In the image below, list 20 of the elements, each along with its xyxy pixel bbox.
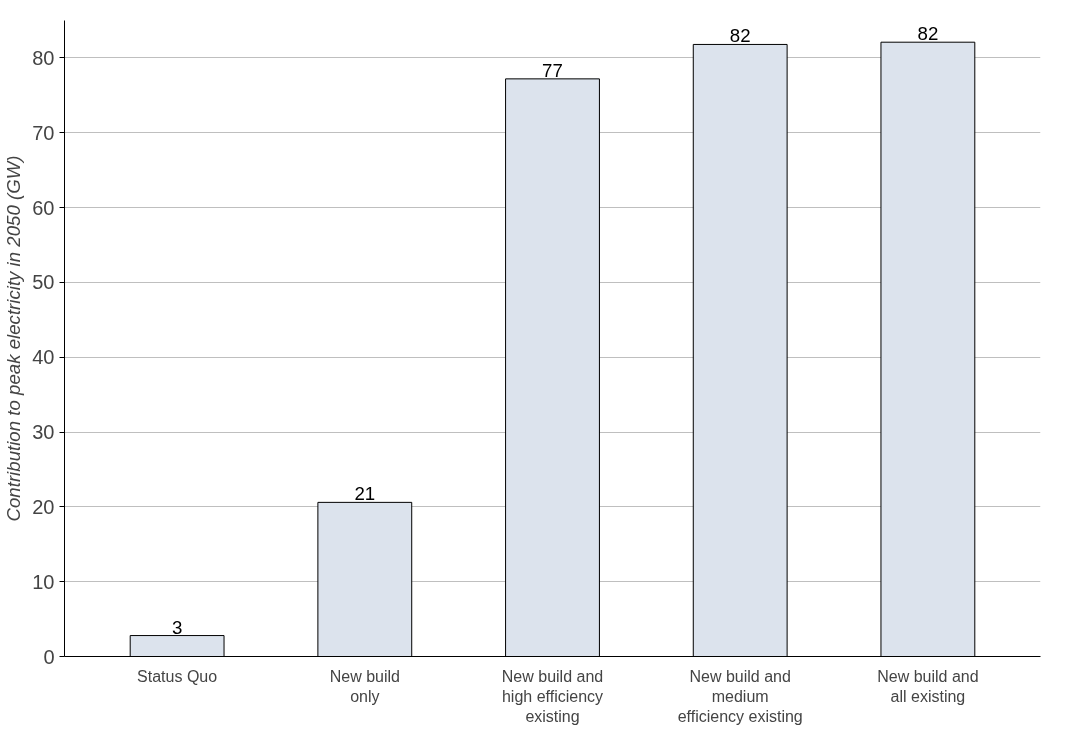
- x-tick-label: New build only: [329, 667, 400, 705]
- data-label: 3: [171, 616, 183, 638]
- x-tick-label: New build and medium efficiency existing: [677, 667, 803, 726]
- data-label: 82: [917, 23, 939, 45]
- y-tick-label: 0: [43, 645, 55, 668]
- data-label: 82: [729, 25, 751, 47]
- y-tick-label: 60: [32, 196, 55, 219]
- y-tick-label: 10: [32, 570, 55, 593]
- y-tick-label: 30: [32, 421, 55, 444]
- x-tick-label: New build and all existing: [877, 667, 979, 705]
- y-tick-label: 40: [32, 346, 55, 369]
- x-tick-label: Status Quo: [137, 667, 218, 685]
- y-tick-label: 80: [32, 46, 55, 69]
- data-label: 77: [542, 59, 563, 81]
- y-tick-label: 50: [32, 271, 55, 294]
- data-label: 21: [354, 483, 376, 505]
- y-tick-label: 20: [32, 495, 55, 518]
- y-tick-label: 70: [32, 121, 55, 144]
- x-tick-label: New build and high efficiency existing: [501, 667, 604, 726]
- y-axis-title: Contribution to peak electricity in 2050 (GW): [3, 155, 25, 522]
